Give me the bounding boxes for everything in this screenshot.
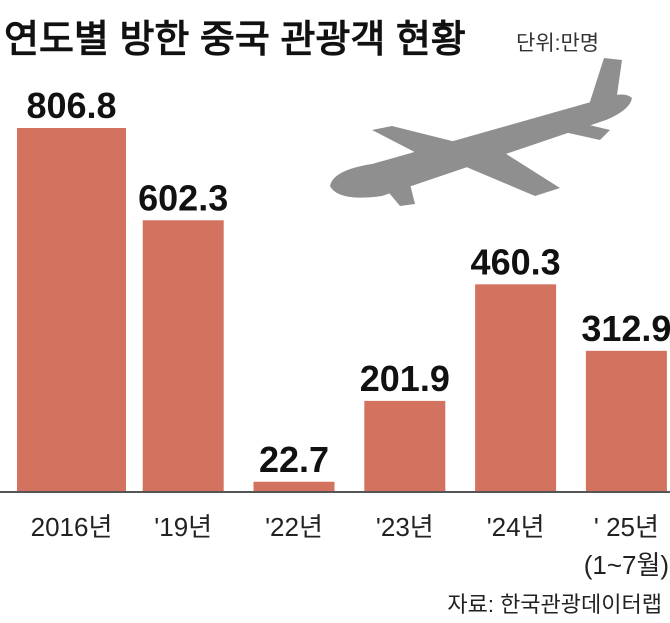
bar bbox=[142, 220, 224, 493]
x-tick-label: ' 25년 bbox=[594, 512, 659, 542]
source: 자료: 한국관광데이터랩 bbox=[447, 592, 662, 617]
chart-title: 연도별 방한 중국 관광객 현황 bbox=[4, 19, 466, 61]
value-label: 201.9 bbox=[360, 358, 450, 399]
x-tick-label: '23년 bbox=[376, 512, 434, 542]
x-tick-label: '22년 bbox=[265, 512, 323, 542]
value-label: 312.9 bbox=[581, 308, 670, 349]
bar bbox=[253, 481, 335, 492]
value-label: 22.7 bbox=[259, 439, 329, 480]
x-tick-label: 2016년 bbox=[31, 512, 113, 542]
value-label: 460.3 bbox=[471, 241, 561, 282]
bar bbox=[364, 400, 446, 492]
unit-label: 단위:만명 bbox=[516, 32, 599, 55]
x-tick-label: '24년 bbox=[487, 512, 545, 542]
x-tick-label: '19년 bbox=[154, 512, 212, 542]
airplane-icon bbox=[330, 58, 632, 206]
category-note: (1~7월) bbox=[584, 550, 669, 580]
bar bbox=[17, 128, 126, 492]
bar bbox=[475, 284, 557, 492]
bar bbox=[585, 350, 667, 492]
value-label: 602.3 bbox=[138, 177, 228, 218]
value-label: 806.8 bbox=[26, 85, 116, 126]
